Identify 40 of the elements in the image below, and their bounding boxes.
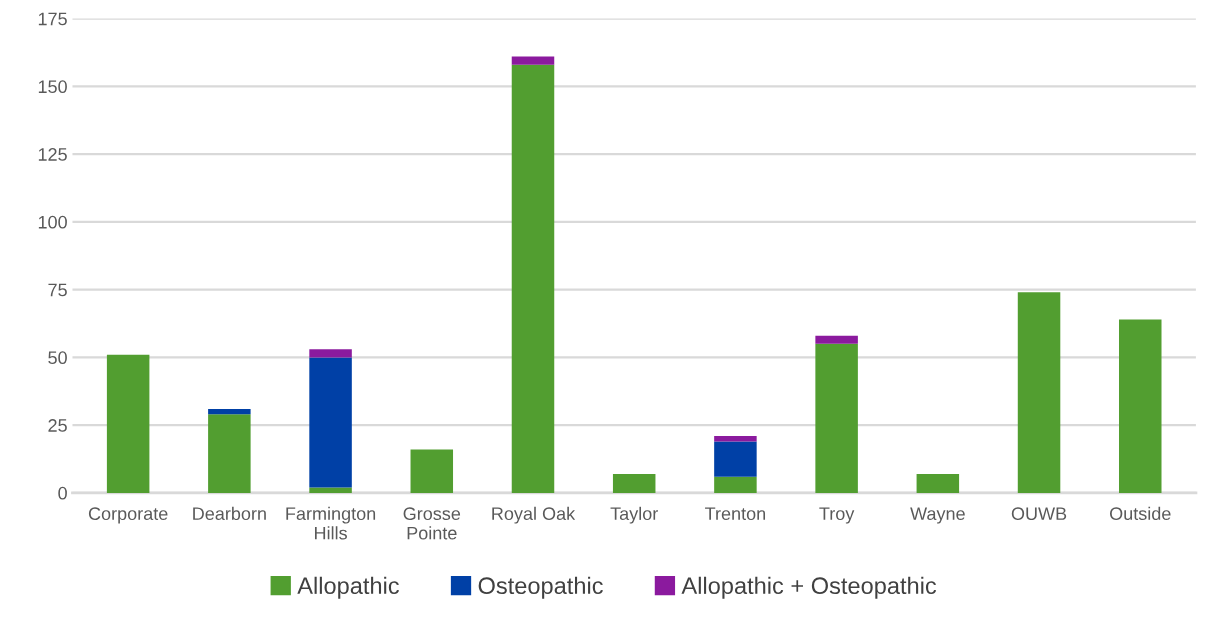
x-tick-label: Wayne bbox=[910, 507, 965, 524]
x-tick-label: Grosse Pointe bbox=[403, 507, 461, 540]
x-tick-label: Outside bbox=[1110, 506, 1171, 521]
bar bbox=[612, 473, 656, 493]
bar bbox=[916, 473, 960, 493]
x-tick-label: Corporate bbox=[88, 507, 168, 524]
x-tick-label: Taylor bbox=[610, 506, 658, 524]
bar bbox=[511, 64, 555, 493]
y-tick-label: 125 bbox=[38, 148, 67, 161]
bar bbox=[1119, 319, 1162, 493]
bar bbox=[1017, 292, 1061, 493]
bar bbox=[714, 441, 757, 477]
x-tick-label: Royal Oak bbox=[492, 506, 576, 524]
y-tick-label: 175 bbox=[38, 12, 67, 26]
bar bbox=[511, 56, 555, 65]
y-tick-label: 25 bbox=[48, 419, 67, 432]
bar bbox=[815, 343, 858, 493]
y-tick-label: 0 bbox=[58, 486, 67, 500]
bar bbox=[815, 335, 858, 344]
x-tick-label: Trenton bbox=[705, 507, 766, 521]
y-tick-label: 100 bbox=[38, 215, 67, 229]
y-tick-label: 150 bbox=[38, 80, 67, 94]
bar bbox=[208, 408, 251, 415]
y-tick-label: 50 bbox=[48, 351, 67, 365]
x-tick-label: OUWB bbox=[1011, 507, 1067, 521]
y-tick-label: 75 bbox=[48, 283, 67, 297]
x-tick-label: Troy bbox=[819, 507, 855, 524]
bar bbox=[309, 487, 352, 493]
legend-label: Allopathic bbox=[297, 576, 399, 599]
legend-label: Osteopathic bbox=[478, 576, 603, 599]
bar bbox=[714, 476, 757, 493]
legend-label: Allopathic + Osteopathic bbox=[681, 576, 937, 599]
bar bbox=[309, 349, 352, 358]
bar bbox=[714, 435, 757, 442]
x-tick-label: Farmington Hills bbox=[286, 506, 376, 540]
bar bbox=[106, 354, 150, 493]
bar bbox=[208, 414, 251, 493]
bar bbox=[309, 357, 352, 488]
x-tick-label: Dearborn bbox=[193, 506, 266, 521]
bar bbox=[410, 449, 454, 493]
